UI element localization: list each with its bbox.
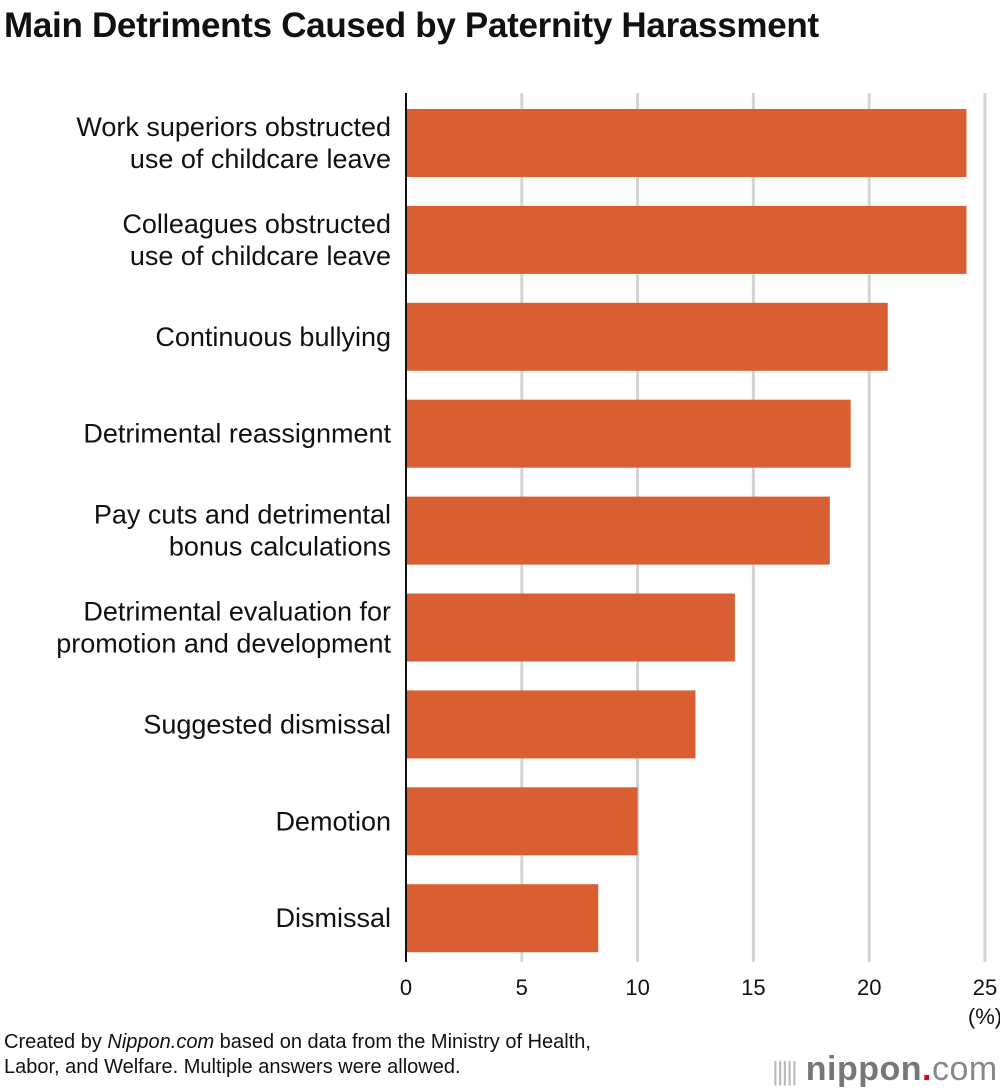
category-label: Demotion bbox=[275, 806, 391, 836]
bar bbox=[406, 302, 888, 371]
source-name: Nippon.com bbox=[107, 1031, 215, 1053]
category-label: Suggested dismissal bbox=[143, 709, 391, 739]
category-label: Dismissal bbox=[275, 903, 391, 933]
bar bbox=[406, 205, 967, 274]
category-label: Colleagues obstructed bbox=[122, 209, 391, 239]
source-pre: Created by bbox=[4, 1031, 108, 1053]
bar bbox=[406, 593, 735, 662]
category-label: Pay cuts and detrimental bbox=[94, 500, 391, 530]
x-tick-label: 15 bbox=[741, 975, 765, 1000]
category-label: Detrimental evaluation for bbox=[83, 597, 391, 627]
bar bbox=[406, 787, 638, 856]
x-tick-label: 20 bbox=[857, 975, 881, 1000]
bar bbox=[406, 690, 696, 759]
source-post: based on data from the Ministry of Healt… bbox=[214, 1031, 591, 1053]
category-label: Work superiors obstructed bbox=[76, 112, 391, 142]
x-tick-label: 10 bbox=[625, 975, 649, 1000]
x-tick-label: 5 bbox=[516, 975, 528, 1000]
bar bbox=[406, 109, 967, 177]
category-label: use of childcare leave bbox=[130, 144, 391, 174]
nippon-logo: ||||| nippon.com bbox=[772, 1050, 998, 1088]
source-note: Created by Nippon.com based on data from… bbox=[4, 1030, 591, 1080]
chart-title: Main Detriments Caused by Paternity Hara… bbox=[4, 6, 819, 45]
category-label: promotion and development bbox=[56, 629, 391, 659]
x-tick-label: 25 bbox=[973, 975, 997, 1000]
bar bbox=[406, 496, 830, 565]
x-axis-unit: (%) bbox=[968, 1004, 1000, 1029]
category-label: Detrimental reassignment bbox=[83, 419, 391, 449]
category-label: Continuous bullying bbox=[155, 322, 391, 352]
source-line2: Labor, and Welfare. Multiple answers wer… bbox=[4, 1056, 461, 1078]
bar bbox=[406, 399, 851, 468]
bar bbox=[406, 884, 599, 953]
category-label: bonus calculations bbox=[169, 532, 391, 562]
category-label: use of childcare leave bbox=[130, 241, 391, 271]
x-tick-label: 0 bbox=[400, 975, 412, 1000]
